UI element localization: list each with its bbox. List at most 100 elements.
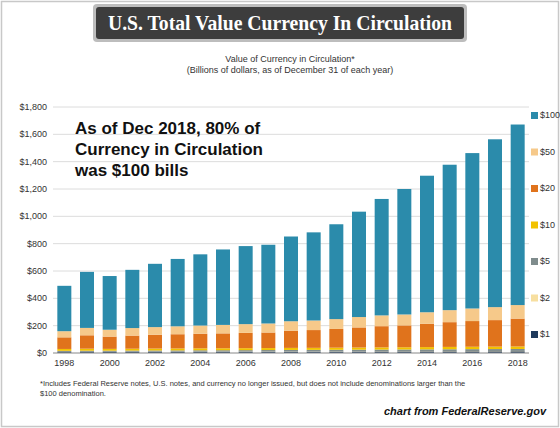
bar-segment	[397, 189, 411, 314]
source: chart from FederalReserve.gov	[384, 405, 547, 417]
bar-segment	[465, 349, 479, 351]
bar-segment	[329, 348, 343, 350]
x-tick-label: 1998	[54, 358, 74, 368]
y-tick-label: $1,000	[19, 211, 47, 221]
legend-swatch	[531, 295, 538, 302]
y-tick-label: $800	[27, 239, 47, 249]
legend-label: $50	[540, 147, 555, 157]
bar-segment	[216, 325, 230, 333]
bar-segment	[329, 224, 343, 319]
x-tick-label: 2010	[326, 358, 346, 368]
bar-segment	[375, 347, 389, 349]
bars	[57, 125, 524, 353]
legend-swatch	[531, 185, 538, 192]
bar-segment	[420, 176, 434, 313]
bar-segment	[103, 276, 117, 330]
bar-segment	[239, 324, 253, 333]
bar-segment	[171, 348, 185, 350]
x-tick-label: 2000	[100, 358, 120, 368]
bar-segment	[125, 270, 139, 328]
bar-segment	[397, 350, 411, 352]
bar-segment	[216, 350, 230, 351]
bar-segment	[261, 348, 275, 350]
title-banner-border	[93, 4, 467, 42]
footnote: $100 denomination.	[40, 389, 106, 398]
bar-segment	[307, 321, 321, 331]
bar-segment	[216, 249, 230, 324]
bar-segment	[443, 349, 457, 351]
bar-segment	[103, 337, 117, 349]
bar-segment	[284, 350, 298, 351]
bar-segment	[488, 307, 502, 320]
grid-line	[53, 216, 529, 217]
bar-segment	[488, 347, 502, 349]
bar-segment	[57, 351, 71, 352]
legend-label: $1	[540, 329, 550, 339]
bar-segment	[465, 321, 479, 347]
bar-segment	[80, 351, 94, 352]
bar-segment	[80, 328, 94, 335]
bar-segment	[329, 329, 343, 348]
bar-segment	[352, 350, 366, 352]
bar-segment	[465, 153, 479, 308]
x-tick-label: 2018	[508, 358, 528, 368]
bar-segment	[171, 350, 185, 351]
bar-segment	[80, 335, 94, 348]
bar-segment	[329, 350, 343, 352]
bar-segment	[193, 254, 207, 325]
legend-swatch	[531, 331, 538, 338]
bar-segment	[57, 351, 71, 352]
bar-segment	[193, 334, 207, 349]
annotation: As of Dec 2018, 80% of	[75, 119, 261, 138]
x-tick-label: 2008	[281, 358, 301, 368]
frame	[2, 2, 559, 427]
bar-segment	[307, 348, 321, 350]
bar-segment	[103, 351, 117, 352]
title-banner	[96, 7, 464, 39]
title: U.S. Total Value Currency In Circulation	[108, 10, 452, 35]
bar-segment	[148, 351, 162, 352]
bar-segment	[239, 351, 253, 352]
bar-segment	[239, 348, 253, 350]
bar-segment	[148, 327, 162, 335]
bar-segment	[420, 312, 434, 323]
y-tick-label: $1,200	[19, 184, 47, 194]
annotation: Currency in Circulation	[75, 140, 263, 159]
y-tick-label: $200	[27, 321, 47, 331]
bar-segment	[261, 245, 275, 324]
y-tick-label: $0	[37, 348, 47, 358]
legend-swatch	[531, 258, 538, 265]
bar-segment	[329, 319, 343, 329]
bar-segment	[420, 347, 434, 349]
bar-segment	[261, 350, 275, 351]
bar-segment	[193, 326, 207, 334]
x-tick-label: 2004	[190, 358, 210, 368]
y-tick-label: $400	[27, 293, 47, 303]
bar-segment	[57, 349, 71, 351]
bar-segment	[125, 351, 139, 352]
bar-segment	[57, 286, 71, 331]
grid-line	[53, 353, 529, 354]
annotation: was $100 bills	[74, 161, 188, 180]
bar-segment	[148, 335, 162, 349]
bar-segment	[171, 326, 185, 334]
bar-segment	[375, 199, 389, 315]
bar-segment	[420, 324, 434, 347]
bar-segment	[397, 325, 411, 347]
bar-segment	[125, 351, 139, 352]
y-tick-label: $1,600	[19, 129, 47, 139]
bar-segment	[511, 305, 525, 319]
legend-swatch	[531, 149, 538, 156]
bar-segment	[443, 165, 457, 310]
bar-segment	[125, 336, 139, 349]
legend-label: $10	[540, 220, 555, 230]
bar-segment	[397, 347, 411, 349]
legend-label: $2	[540, 293, 550, 303]
bar-segment	[465, 308, 479, 321]
footnote: *Includes Federal Reserve notes, U.S. no…	[40, 379, 465, 388]
bar-segment	[284, 331, 298, 348]
legend-label: $5	[540, 256, 550, 266]
y-axis-label: (Billions of dollars, as of December 31 …	[187, 65, 394, 75]
bar-segment	[125, 328, 139, 336]
x-tick-label: 2012	[372, 358, 392, 368]
